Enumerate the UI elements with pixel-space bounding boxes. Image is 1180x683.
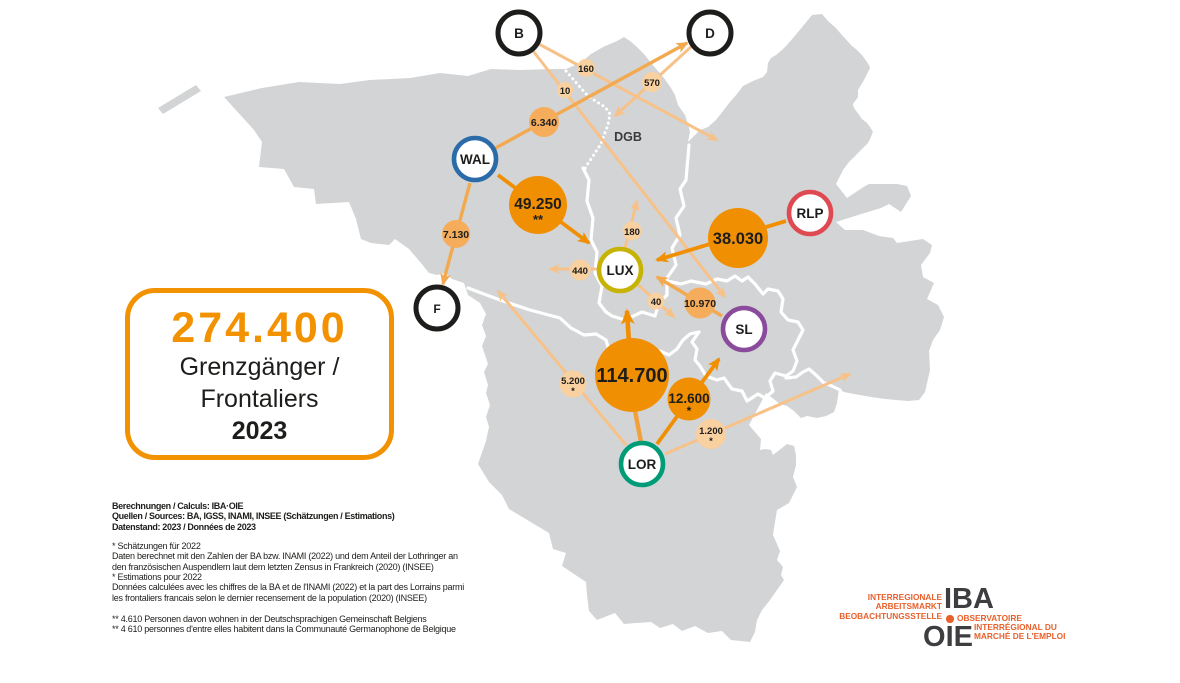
svg-text:12.600: 12.600 [668, 391, 709, 406]
svg-text:*: * [709, 436, 713, 447]
svg-text:160: 160 [578, 64, 594, 75]
svg-text:40: 40 [651, 297, 662, 308]
svg-text:B: B [514, 26, 524, 41]
svg-text:*: * [571, 386, 575, 397]
svg-text:5.200: 5.200 [561, 376, 585, 387]
svg-text:RLP: RLP [797, 206, 824, 221]
svg-text:LUX: LUX [607, 263, 634, 278]
svg-text:180: 180 [624, 227, 640, 238]
svg-text:10.970: 10.970 [684, 298, 716, 310]
svg-text:DGB: DGB [614, 130, 642, 144]
svg-text:6.340: 6.340 [531, 117, 557, 129]
svg-text:114.700: 114.700 [596, 365, 667, 387]
svg-text:10: 10 [560, 86, 571, 97]
svg-text:49.250: 49.250 [514, 196, 561, 213]
svg-text:SL: SL [735, 322, 752, 337]
svg-text:1.200: 1.200 [699, 426, 723, 437]
svg-text:LOR: LOR [628, 457, 657, 472]
svg-text:*: * [687, 404, 692, 418]
svg-text:**: ** [533, 212, 544, 227]
svg-text:WAL: WAL [460, 152, 490, 167]
svg-text:570: 570 [644, 78, 660, 89]
svg-text:440: 440 [572, 266, 588, 277]
svg-text:F: F [433, 302, 440, 316]
svg-text:7.130: 7.130 [443, 229, 469, 241]
svg-text:D: D [705, 26, 715, 41]
svg-text:38.030: 38.030 [713, 230, 763, 248]
